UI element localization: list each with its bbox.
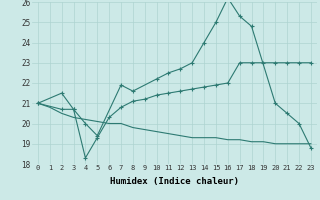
X-axis label: Humidex (Indice chaleur): Humidex (Indice chaleur) <box>110 177 239 186</box>
